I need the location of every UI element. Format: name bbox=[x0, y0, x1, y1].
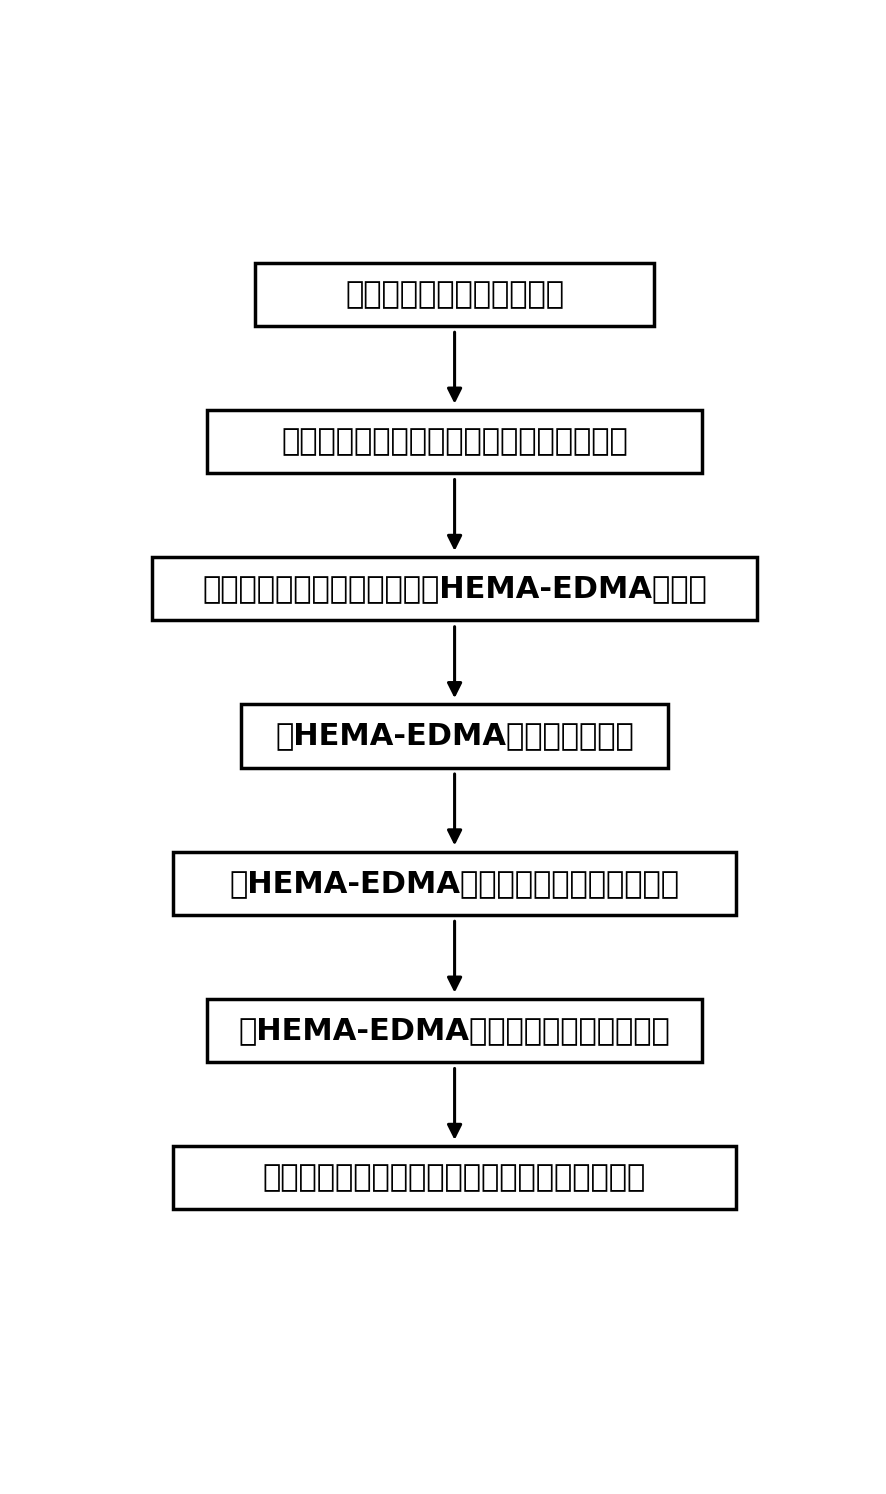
FancyBboxPatch shape bbox=[207, 409, 702, 474]
FancyBboxPatch shape bbox=[152, 557, 757, 620]
Text: 对HEMA-EDMA多孔膜表面做超疏水处理: 对HEMA-EDMA多孔膜表面做超疏水处理 bbox=[238, 1016, 670, 1046]
FancyBboxPatch shape bbox=[173, 1146, 735, 1210]
FancyBboxPatch shape bbox=[241, 705, 667, 768]
Text: 在表面修饰双键的玻璃上合成HEMA-EDMA多孔膜: 在表面修饰双键的玻璃上合成HEMA-EDMA多孔膜 bbox=[202, 574, 706, 604]
Text: 在HEMA-EDMA多孔膜表面做亲水图案处理: 在HEMA-EDMA多孔膜表面做亲水图案处理 bbox=[229, 870, 679, 898]
Text: 玻片预处理后得到羟基玻璃: 玻片预处理后得到羟基玻璃 bbox=[345, 279, 563, 309]
Text: 羟基玻璃经改性后得到表面修饰双键的玻璃: 羟基玻璃经改性后得到表面修饰双键的玻璃 bbox=[281, 427, 627, 456]
FancyBboxPatch shape bbox=[255, 263, 653, 326]
Text: 对HEMA-EDMA多孔膜修饰双键: 对HEMA-EDMA多孔膜修饰双键 bbox=[275, 722, 633, 750]
FancyBboxPatch shape bbox=[173, 852, 735, 914]
Text: 浸入油相，与注射器连接构成全液相微流控芯片: 浸入油相，与注射器连接构成全液相微流控芯片 bbox=[262, 1164, 646, 1192]
FancyBboxPatch shape bbox=[207, 999, 702, 1062]
